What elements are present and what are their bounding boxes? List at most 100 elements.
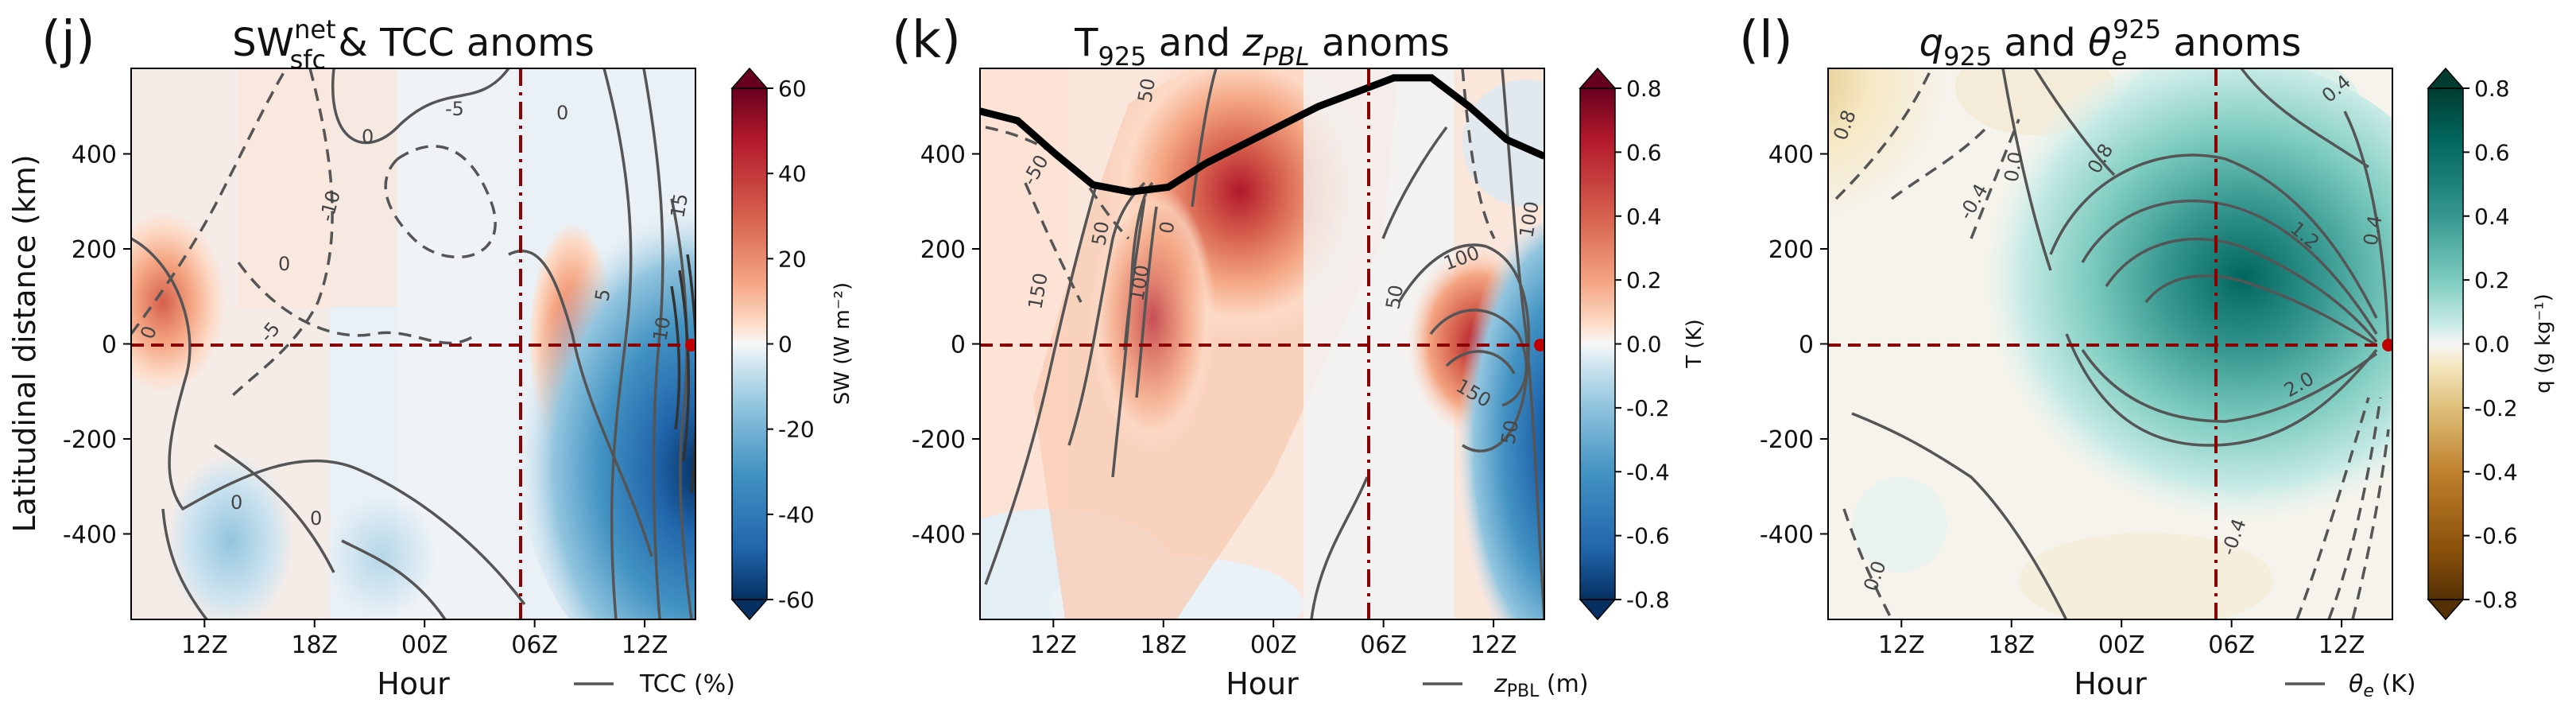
- colorbar-tick-label: 60: [778, 76, 807, 102]
- svg-text:0: 0: [230, 491, 242, 514]
- colorbar-tick-label: -0.4: [2474, 459, 2518, 485]
- colorbar-tick-label: 0: [778, 332, 792, 358]
- colorbar-tick-label: -0.8: [2474, 587, 2518, 613]
- svg-text:15: 15: [666, 192, 692, 219]
- y-tick-label: -400: [63, 521, 117, 549]
- svg-text:10: 10: [649, 315, 675, 343]
- colorbar-tick-label: 0.2: [2474, 267, 2510, 293]
- colorbar-tick-label: -0.2: [1626, 395, 1670, 421]
- x-axis-label-k: Hour: [1226, 666, 1299, 701]
- colorbar-tick-label: 0.8: [1626, 76, 1662, 102]
- svg-text:0: 0: [1155, 219, 1179, 235]
- x-tick-label: 00Z: [2098, 631, 2145, 659]
- panel-k: (k) T925 and zPBL anoms: [892, 11, 1706, 701]
- colorbar-tick-label: -0.4: [1626, 459, 1670, 485]
- panel-letter-j: (j): [41, 11, 95, 70]
- x-tick-label: 12Z: [2318, 631, 2365, 659]
- colorbar-label-j: SW (W m⁻²): [831, 282, 854, 405]
- colorbar-label-k: T (K): [1683, 319, 1706, 368]
- colorbar-l: 0.8 0.6 0.4 0.2 0.0 -0.2 -0.4 -0.6 -0.8 q (g kg⁻…: [2427, 67, 2555, 621]
- x-tick-label: 18Z: [1140, 631, 1187, 659]
- y-tick-label: -200: [912, 426, 966, 454]
- x-tick-label: 06Z: [511, 631, 558, 659]
- x-tick-label: 18Z: [1988, 631, 2035, 659]
- y-tick-label: -400: [912, 521, 966, 549]
- svg-text:-5: -5: [445, 98, 464, 120]
- panel-title-j: SWnet sfc & TCC anoms: [232, 14, 595, 75]
- svg-text:0: 0: [556, 102, 568, 124]
- colorbar-tick-label: -40: [778, 502, 815, 528]
- y-tick-label: 0: [102, 332, 117, 359]
- svg-text:50: 50: [1087, 219, 1114, 247]
- colorbar-tick-label: 20: [778, 246, 807, 272]
- legend-label-l: θe (K): [2349, 670, 2416, 701]
- y-tick-label: 200: [72, 236, 117, 264]
- svg-text:0: 0: [362, 126, 374, 148]
- svg-text:0: 0: [310, 507, 322, 530]
- svg-text:0.0: 0.0: [2000, 150, 2027, 184]
- svg-text:50: 50: [1133, 76, 1160, 104]
- colorbar-tick-label: -0.6: [2474, 523, 2518, 549]
- svg-text:5: 5: [591, 287, 614, 303]
- x-tick-label: 12Z: [181, 631, 228, 659]
- x-tick-label: 06Z: [1360, 631, 1407, 659]
- legend-label-k: zPBL (m): [1493, 670, 1589, 701]
- axes-l: 400 200 0 -200 -400 12Z 18Z 00Z 06Z 12Z: [1760, 142, 2365, 659]
- colorbar-tick-label: 0.4: [1626, 204, 1662, 230]
- plot-area-l: 0.8 -0.4 0.0 0.4 0.8 1.2 -0.4 0.0 2.0 0.…: [1828, 68, 2392, 619]
- y-tick-label: -200: [63, 426, 117, 454]
- axes-j: 400 200 0 -200 -400 12Z 18Z 00Z 06Z 12Z: [63, 142, 668, 659]
- svg-text:50: 50: [1497, 418, 1523, 446]
- svg-text:0: 0: [278, 253, 290, 275]
- svg-text:50: 50: [1381, 283, 1408, 311]
- x-tick-label: 00Z: [1250, 631, 1297, 659]
- x-tick-label: 12Z: [622, 631, 668, 659]
- y-tick-label: 0: [951, 332, 966, 359]
- colorbar-k: 0.8 0.6 0.4 0.2 0.0 -0.2 -0.4 -0.6 -0.8 T (K): [1579, 67, 1706, 621]
- svg-text:0.4: 0.4: [2359, 214, 2386, 247]
- x-tick-label: 12Z: [1030, 631, 1077, 659]
- x-axis-label-j: Hour: [377, 666, 450, 701]
- colorbar-tick-label: -0.2: [2474, 395, 2518, 421]
- colorbar-label-l: q (g kg⁻¹): [2531, 293, 2555, 394]
- y-tick-label: -400: [1760, 521, 1814, 549]
- colorbar-tick-label: 0.8: [2474, 76, 2510, 102]
- panel-title-k: T925 and zPBL anoms: [1074, 21, 1450, 72]
- y-tick-label: 400: [72, 142, 117, 169]
- y-tick-label: 400: [920, 142, 966, 169]
- x-axis-label-l: Hour: [2074, 666, 2147, 701]
- colorbar-tick-label: -20: [778, 417, 815, 443]
- axes-k: 400 200 0 -200 -400 12Z 18Z 00Z 06Z 12Z: [912, 142, 1517, 659]
- plot-area-k: 50 -50 50 0 100 150 100 50 150 100 50: [980, 68, 1544, 619]
- colorbar-tick-label: 0.0: [2474, 332, 2510, 358]
- y-tick-label: 400: [1768, 142, 1814, 169]
- colorbar-tick-label: 0.0: [1626, 332, 1662, 358]
- panel-letter-k: (k): [892, 11, 961, 70]
- colorbar-tick-label: 0.6: [2474, 139, 2510, 165]
- panel-j: (j) SWnet sfc & TCC anoms: [7, 11, 854, 701]
- panel-title-l: q925 and θe925 anoms: [1919, 14, 2302, 72]
- panel-l: (l) q925 and θe925 anoms: [1739, 11, 2555, 701]
- legend-label-j: TCC (%): [639, 670, 735, 698]
- colorbar-tick-label: 0.4: [2474, 204, 2510, 230]
- x-tick-label: 00Z: [401, 631, 448, 659]
- colorbar-tick-label: 0.2: [1626, 267, 1662, 293]
- x-tick-label: 06Z: [2208, 631, 2255, 659]
- panel-letter-l: (l): [1739, 11, 1793, 70]
- y-tick-label: 0: [1799, 332, 1814, 359]
- colorbar-tick-label: -60: [778, 587, 815, 613]
- colorbar-tick-label: -0.8: [1626, 587, 1670, 613]
- pbl-thick-line: [980, 74, 1544, 196]
- colorbar-tick-label: 40: [778, 161, 807, 187]
- y-axis-label: Latitudinal distance (km): [7, 154, 42, 532]
- y-tick-label: -200: [1760, 426, 1814, 454]
- y-tick-label: 200: [920, 236, 966, 264]
- x-tick-label: 12Z: [1878, 631, 1925, 659]
- x-tick-label: 18Z: [291, 631, 338, 659]
- y-tick-label: 200: [1768, 236, 1814, 264]
- colorbar-tick-label: -0.6: [1626, 523, 1670, 549]
- colorbar-tick-label: 0.6: [1626, 139, 1662, 165]
- plot-area-j: 0 -5 -10 0 -5 0 5 15 10 0 0 0: [131, 68, 695, 619]
- x-tick-label: 12Z: [1470, 631, 1517, 659]
